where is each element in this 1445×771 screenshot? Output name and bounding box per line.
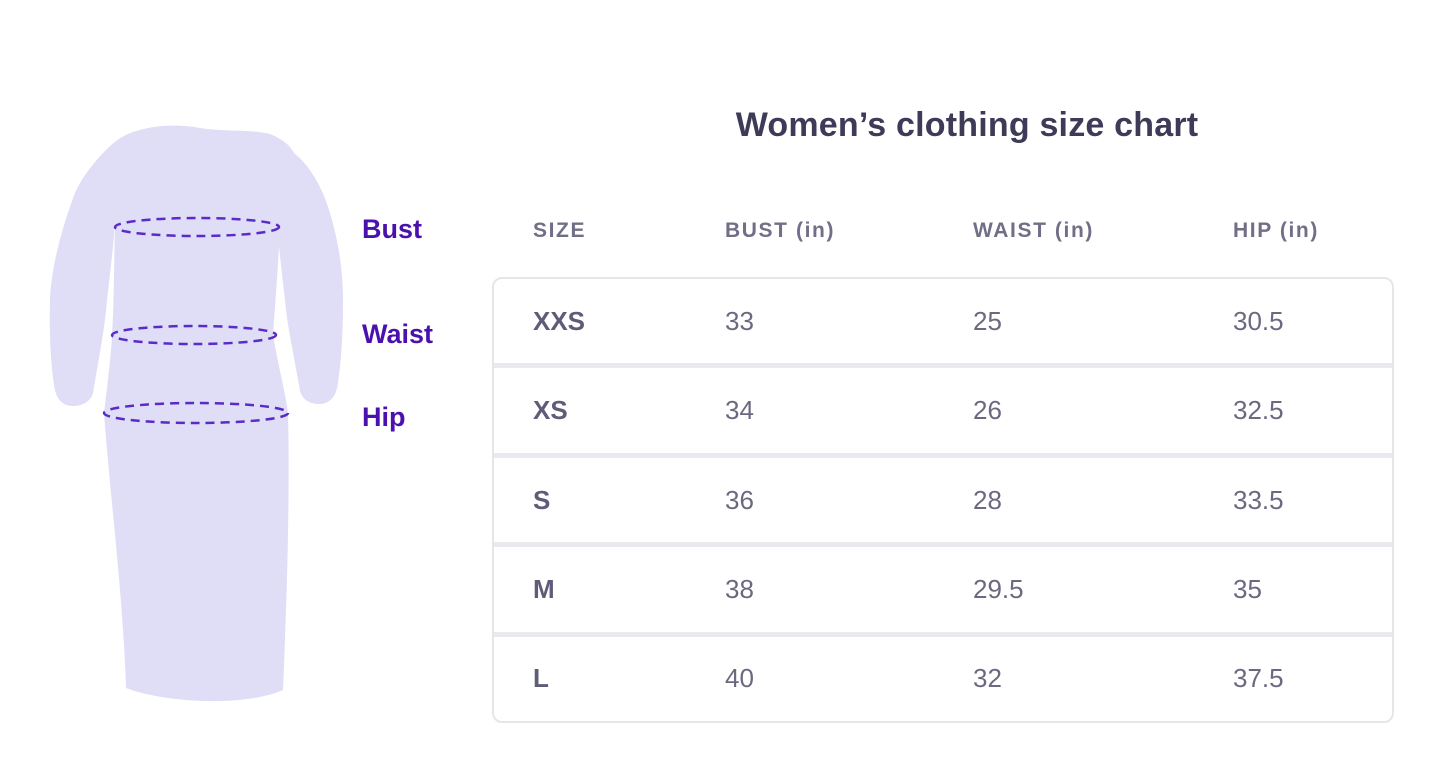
bust-measurement-ellipse	[113, 216, 281, 238]
size-cell: M	[533, 573, 555, 604]
dress-right-sleeve	[276, 153, 343, 404]
waist-cell: 29.5	[973, 573, 1024, 604]
size-cell: XXS	[533, 305, 586, 336]
header-waist: WAIST (in)	[973, 219, 1094, 242]
hip-measurement-ellipse	[102, 401, 290, 425]
table-row: S 36 28 33.5	[494, 458, 1392, 548]
hip-cell: 37.5	[1233, 663, 1284, 694]
bust-cell: 38	[725, 573, 754, 604]
waist-cell: 25	[973, 305, 1002, 336]
waist-measurement-ellipse	[110, 324, 278, 346]
dress-illustration	[49, 125, 343, 702]
bust-cell: 36	[725, 484, 754, 515]
size-cell: S	[533, 484, 551, 515]
header-size: SIZE	[533, 219, 587, 242]
hip-cell: 35	[1233, 573, 1262, 604]
page-title: Women’s clothing size chart	[735, 106, 1199, 144]
table-row: M 38 29.5 35	[494, 547, 1392, 637]
table-row: L 40 32 37.5	[494, 637, 1392, 721]
waist-cell: 26	[973, 395, 1002, 426]
size-cell: XS	[533, 395, 568, 426]
hip-cell: 33.5	[1233, 484, 1284, 515]
bust-cell: 34	[725, 395, 754, 426]
waist-cell: 28	[973, 484, 1002, 515]
hip-cell: 32.5	[1233, 395, 1284, 426]
table-row: XS 34 26 32.5	[494, 368, 1392, 458]
hip-cell: 30.5	[1233, 305, 1284, 336]
header-bust: BUST (in)	[725, 219, 836, 242]
bust-label: Bust	[362, 214, 422, 244]
hip-label: Hip	[362, 402, 406, 432]
dress-body	[104, 125, 294, 702]
waist-label: Waist	[362, 319, 434, 349]
bust-cell: 33	[725, 305, 754, 336]
bust-cell: 40	[725, 663, 754, 694]
dress-left-sleeve	[49, 148, 116, 406]
table-header-row: SIZE BUST (in) WAIST (in) HIP (in)	[492, 219, 1394, 243]
header-hip: HIP (in)	[1233, 219, 1319, 242]
table-row: XXS 33 25 30.5	[494, 279, 1392, 369]
size-table: XXS 33 25 30.5 XS 34 26 32.5 S 36 28 33.…	[492, 277, 1394, 723]
waist-cell: 32	[973, 663, 1002, 694]
size-cell: L	[533, 663, 549, 694]
